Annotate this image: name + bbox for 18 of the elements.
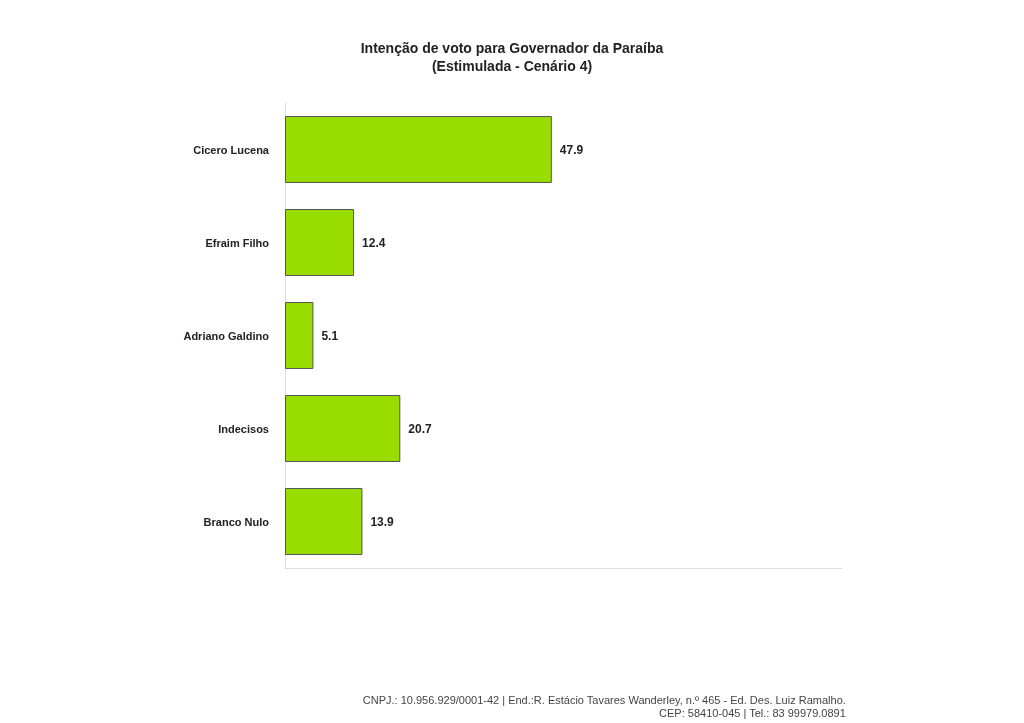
bar	[285, 209, 355, 276]
bar	[285, 302, 314, 369]
y-tick-label: Branco Nulo	[203, 515, 270, 528]
text: CNPJ.: 10.956.929/0001-42 | End.:R. Estácio Tavares Wanderley, n.º 465 - Ed. Des. Luiz Ramalho.	[362, 693, 846, 706]
data-label: 13.9	[370, 514, 395, 529]
bar	[285, 395, 401, 462]
data-label: 5.1	[321, 328, 339, 343]
chart-title: Intenção de voto para Governador da Paraíba (Estimulada - Cenário 4)	[360, 40, 664, 74]
data-label: 12.4	[362, 235, 386, 250]
data-label: 47.9	[559, 142, 584, 157]
bar	[285, 488, 363, 555]
y-tick-label: Adriano Galdino	[183, 329, 270, 342]
y-tick-label: Indecisos	[218, 422, 269, 435]
text: CEP: 58410-045 | Tel.: 83 99979.0891	[659, 706, 846, 719]
y-tick-label: Efraim Filho	[205, 236, 270, 249]
bar	[285, 116, 552, 183]
y-tick-label: Cicero Lucena	[193, 143, 270, 156]
data-label: 20.7	[408, 421, 432, 436]
